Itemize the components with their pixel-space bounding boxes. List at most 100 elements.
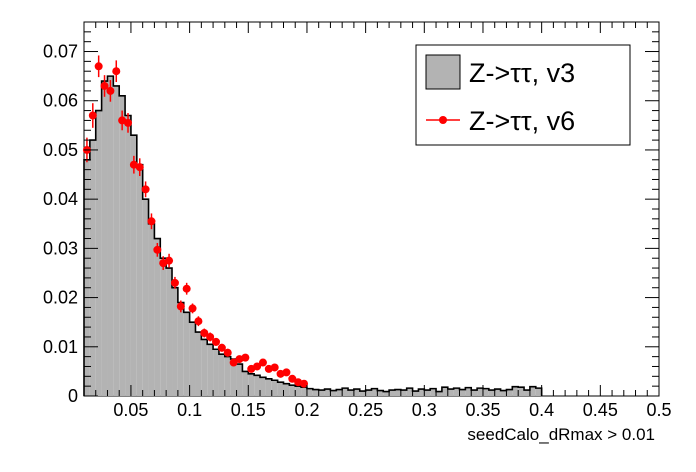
histogram-layer [83,75,543,396]
histogram-bar [260,377,266,396]
data-point [124,118,133,127]
data-point [282,368,291,377]
histogram-bar [189,322,196,396]
histogram-bar [494,389,501,396]
data-point [206,332,215,341]
histogram-bar [113,85,120,396]
histogram-bar [125,115,131,396]
histogram-bar [265,378,272,396]
x-tick-label: 0.15 [231,400,266,420]
histogram-bar [283,383,290,396]
histogram-bar [230,359,237,396]
histogram-bar [254,375,261,396]
histogram-bar [377,390,384,396]
histogram-outline [83,75,543,396]
histogram-bar [518,387,525,396]
histogram-bar [400,390,407,396]
data-point [223,348,232,357]
data-point [165,256,174,265]
x-tick-label: 0.4 [529,400,554,420]
legend-label-v3: Z->ττ, v3 [469,58,575,88]
histogram-bar [535,388,542,396]
histogram-bar [412,391,419,396]
data-point [100,81,109,90]
histogram-bar [119,95,126,396]
histogram-bar [318,390,325,396]
y-tick-label: 0.06 [43,91,78,111]
histogram-bar [336,389,343,396]
histogram-bar [488,390,495,396]
data-point [170,278,179,287]
histogram-bar [183,312,190,396]
histogram-bar [330,390,337,396]
data-point [182,284,191,293]
data-point [147,217,156,226]
histogram-bar [383,391,390,396]
histogram-bar [394,389,401,396]
histogram-bar [213,349,219,396]
histogram-bar [418,389,425,396]
data-point [229,358,238,367]
data-point [241,353,250,362]
legend: Z->ττ, v3 Z->ττ, v6 [415,44,631,146]
histogram-bar [447,389,454,396]
histogram-bar [348,390,354,396]
histogram-bar [130,135,137,396]
histogram-bar [160,258,167,396]
histogram-bar [166,268,173,396]
histogram-bar [459,389,466,396]
histogram-bar [365,390,372,396]
y-tick-label: 0.03 [43,238,78,258]
histogram-bar [477,388,483,396]
data-point [94,62,103,71]
histogram-bar [353,389,360,396]
histogram-bar [312,389,319,396]
data-point [253,362,262,371]
data-point [106,86,115,95]
y-tick-label: 0.05 [43,140,78,160]
x-tick-label: 0.3 [412,400,437,420]
histogram-bar [242,371,249,396]
histogram-bar [89,140,96,396]
histogram-bar [295,386,302,396]
histogram-bar [95,110,102,396]
x-tick-label: 0.2 [294,400,319,420]
data-point [88,111,97,120]
histogram-bar [441,387,448,396]
x-tick-label: 0.35 [465,400,500,420]
histogram-bar [236,364,243,396]
histogram-bar [406,388,413,396]
histogram-bar [136,164,143,396]
data-point [112,67,121,76]
histogram-bar [218,354,225,396]
histogram-bar [359,391,366,396]
marker-layer [82,55,309,388]
legend-swatch-v3 [425,54,461,90]
data-point [135,163,144,172]
data-point [188,304,197,313]
histogram-bar [482,388,489,396]
histogram-bar [465,387,472,396]
histogram-bar [471,390,478,396]
data-point [258,358,267,367]
y-tick-label: 0.01 [43,337,78,357]
x-tick-label: 0.1 [177,400,202,420]
data-point [194,317,203,326]
histogram-bar [172,287,178,396]
histogram-bar [453,388,460,396]
histogram-bar [524,390,530,396]
histogram-bar [224,356,231,396]
data-point [300,379,309,388]
y-tick-label: 0.04 [43,189,78,209]
histogram-bar [142,199,149,396]
data-point [270,363,279,372]
histogram-bar [289,385,296,396]
histogram-bar [207,344,214,396]
histogram-bar [277,382,284,396]
histogram-bar [500,390,507,396]
histogram-bar [324,389,331,396]
histogram-bar [389,390,395,396]
histogram-bar [195,332,202,396]
histogram-bar [177,302,184,396]
